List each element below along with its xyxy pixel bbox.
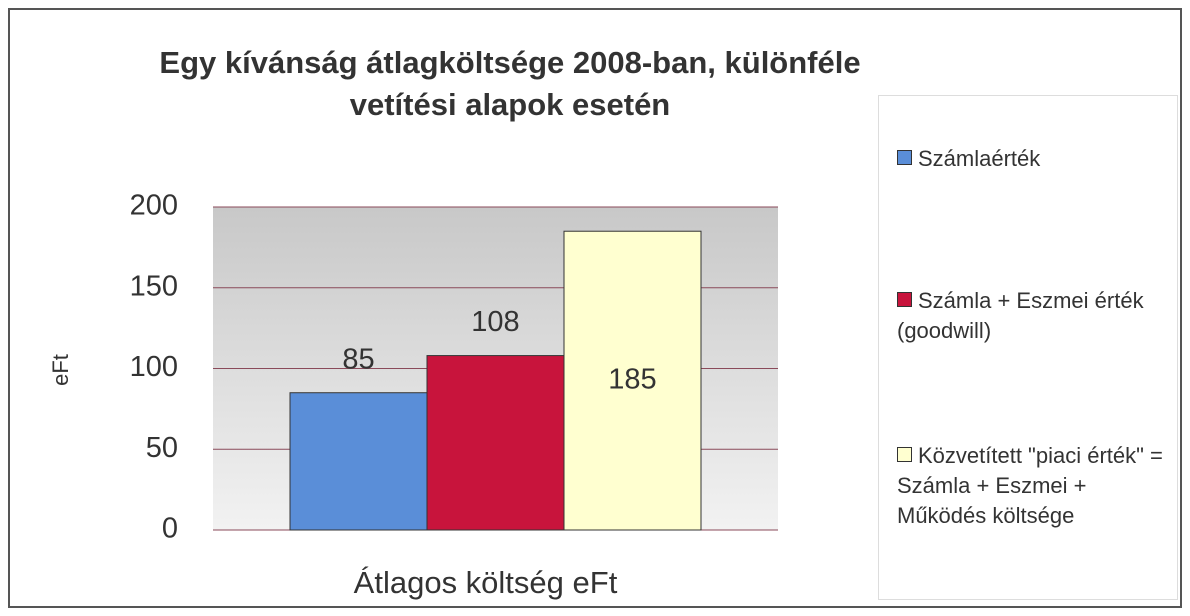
legend-entry: Közvetített "piaci érték" = Számla + Esz… [897,441,1167,531]
legend: Számlaérték Számla + Eszmei érték (goodwi… [878,95,1178,600]
data-label: 108 [471,306,519,338]
legend-swatch [897,447,912,462]
y-axis-label: eFt [48,354,73,386]
data-label: 185 [608,363,656,395]
bar [426,355,565,531]
legend-label: Számlaérték [918,146,1041,171]
chart-frame [8,8,1182,608]
data-label: 85 [342,343,374,375]
y-tick-label: 150 [130,270,178,302]
y-tick-label: 100 [130,351,178,383]
legend-entry: Számla + Eszmei érték (goodwill) [897,286,1167,346]
legend-label: Számla + Eszmei érték (goodwill) [897,288,1144,343]
bar [289,392,428,531]
y-tick-label: 200 [130,190,178,222]
bar [563,230,702,531]
legend-swatch [897,292,912,307]
legend-label: Közvetített "piaci érték" = Számla + Esz… [897,443,1163,528]
y-tick-label: 0 [162,513,178,545]
legend-swatch [897,150,912,165]
legend-entry: Számlaérték [897,144,1167,174]
chart-title: Egy kívánság átlagköltsége 2008-ban, kül… [159,45,861,122]
x-axis-label: Átlagos költség eFt [354,565,618,600]
y-tick-label: 50 [146,432,178,464]
